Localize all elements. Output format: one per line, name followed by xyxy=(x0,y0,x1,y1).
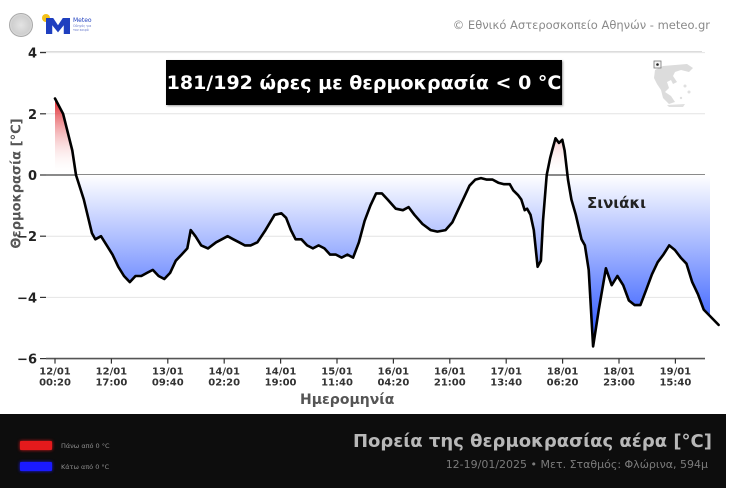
temperature-chart: 420−2−4−612/0100:2012/0117:0013/0109:401… xyxy=(17,47,720,389)
x-tick-label: 21:00 xyxy=(434,378,466,389)
x-tick-label: 12/01 xyxy=(39,367,71,378)
chart-title: Πορεία της θερμοκρασίας αέρα [°C] xyxy=(352,431,712,452)
greece-location-map-icon xyxy=(653,60,693,107)
x-axis-title: Ημερομηνία xyxy=(300,392,395,408)
station-label-siniaki: Σινιάκι xyxy=(587,194,646,212)
x-tick-label: 17:00 xyxy=(95,378,127,389)
temperature-line xyxy=(53,97,720,348)
x-tick-label: 19:00 xyxy=(265,378,297,389)
x-tick-label: 16/01 xyxy=(378,367,410,378)
legend-swatch-red xyxy=(20,441,52,450)
x-tick-label: 11:40 xyxy=(321,378,353,389)
x-tick-label: 13:40 xyxy=(490,378,522,389)
meteo-logo-tagline: Οδηγός για τον καιρό xyxy=(73,24,92,32)
noa-seal-logo xyxy=(9,13,33,37)
y-tick-label: 2 xyxy=(28,108,37,123)
y-tick-label: −6 xyxy=(17,353,37,368)
x-tick-label: 19/01 xyxy=(660,367,692,378)
below-zero-area xyxy=(55,175,710,347)
x-tick-label: 18/01 xyxy=(547,367,579,378)
meteo-logo-name: Meteo xyxy=(73,17,92,24)
legend-label-below-zero: Κάτω από 0 °C xyxy=(61,462,110,471)
legend-swatch-blue xyxy=(20,462,52,471)
x-tick-label: 02:20 xyxy=(208,378,240,389)
chart-subtitle: 12-19/01/2025 • Μετ. Σταθμός: Φλώρινα, 5… xyxy=(445,458,708,471)
hours-below-zero-banner: 181/192 ώρες με θερμοκρασία < 0 °C xyxy=(166,60,562,105)
meteo-logo: Meteo Οδηγός για τον καιρό xyxy=(42,14,98,36)
footer-panel: Πάνω από 0 °C Κάτω από 0 °C Πορεία της θ… xyxy=(0,414,726,488)
x-tick-label: 17/01 xyxy=(490,367,522,378)
x-tick-label: 04:20 xyxy=(377,378,409,389)
x-tick-label: 12/01 xyxy=(96,367,128,378)
x-tick-label: 14/01 xyxy=(208,367,240,378)
x-tick-label: 15:40 xyxy=(659,378,691,389)
x-tick-label: 09:40 xyxy=(152,378,184,389)
header-divider xyxy=(40,51,702,52)
copyright-text: © Εθνικό Αστεροσκοπείο Αθηνών - meteo.gr xyxy=(452,18,710,32)
x-tick-label: 06:20 xyxy=(547,378,579,389)
x-tick-label: 14/01 xyxy=(265,367,297,378)
y-tick-label: −2 xyxy=(17,230,37,245)
x-tick-label: 23:00 xyxy=(603,378,635,389)
legend-label-above-zero: Πάνω από 0 °C xyxy=(61,441,110,450)
meteo-m-icon xyxy=(46,18,70,34)
chart-axes: 420−2−4−612/0100:2012/0117:0013/0109:401… xyxy=(17,47,705,389)
x-tick-label: 13/01 xyxy=(152,367,184,378)
y-tick-label: 0 xyxy=(28,169,37,184)
x-tick-label: 16/01 xyxy=(434,367,466,378)
y-tick-label: 4 xyxy=(28,47,37,62)
x-tick-label: 15/01 xyxy=(321,367,353,378)
legend-item-below-zero: Κάτω από 0 °C xyxy=(20,462,109,471)
y-tick-label: −4 xyxy=(17,291,37,306)
x-tick-label: 00:20 xyxy=(39,378,71,389)
legend-item-above-zero: Πάνω από 0 °C xyxy=(20,441,110,450)
x-tick-label: 18/01 xyxy=(603,367,635,378)
